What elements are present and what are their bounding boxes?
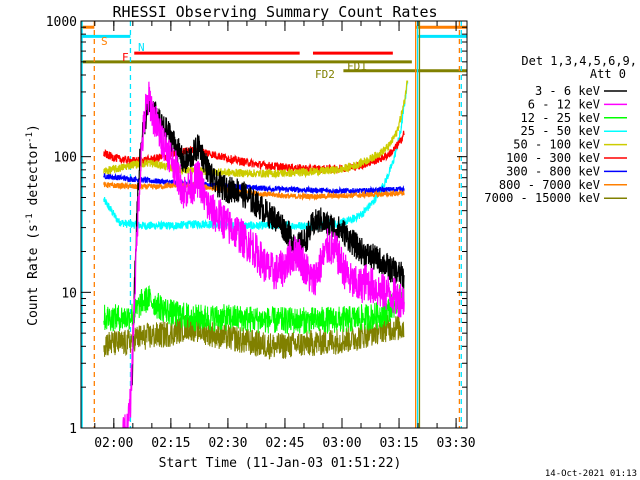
x-tick-label: 02:30 bbox=[208, 436, 247, 451]
y-tick-label: 1000 bbox=[46, 15, 77, 30]
legend-label: 12 - 25 keV bbox=[521, 111, 600, 125]
axes: 1 10 100 1000 02:00 02:15 02:30 02:45 03:00 03:15… bbox=[46, 15, 476, 451]
series-lines bbox=[103, 80, 409, 428]
event-marker-lines bbox=[81, 21, 462, 428]
y-tick-label: 100 bbox=[54, 151, 77, 166]
series-line-3 bbox=[103, 80, 409, 232]
flag-label-fd2: FD2 bbox=[315, 68, 335, 81]
y-tick-label: 10 bbox=[61, 286, 77, 301]
legend-label: 100 - 300 keV bbox=[506, 151, 600, 165]
chart-title: RHESSI Observing Summary Count Rates bbox=[112, 3, 437, 21]
flag-label-fd1: FD1 bbox=[347, 60, 367, 73]
series-line-4 bbox=[103, 80, 409, 180]
series-line-6 bbox=[103, 172, 405, 196]
flag-bars bbox=[81, 25, 467, 73]
legend-header-line-2: Att 0 bbox=[590, 67, 626, 81]
flag-label-n: N bbox=[138, 41, 145, 54]
x-tick-label: 02:15 bbox=[151, 436, 190, 451]
flag-label-s: S bbox=[101, 35, 108, 48]
legend-label: 6 - 12 keV bbox=[528, 97, 600, 111]
series-line-2 bbox=[103, 281, 405, 335]
y-axis-label: Count Rate (s-1 detector-1) bbox=[25, 124, 41, 326]
series-line-8 bbox=[103, 314, 405, 360]
x-tick-label: 03:00 bbox=[322, 436, 361, 451]
legend-label: 7000 - 15000 keV bbox=[484, 191, 600, 205]
x-axis-label: Start Time (11-Jan-03 01:51:22) bbox=[159, 456, 402, 471]
legend-label: 3 - 6 keV bbox=[535, 84, 600, 98]
timestamp: 14-Oct-2021 01:13 bbox=[545, 469, 637, 479]
y-tick-label: 1 bbox=[69, 422, 77, 437]
legend-label: 300 - 800 keV bbox=[506, 164, 600, 178]
legend-header-line-1: Det 1,3,4,5,6,9, bbox=[521, 54, 637, 68]
x-tick-label: 03:15 bbox=[379, 436, 418, 451]
plot-frame bbox=[80, 20, 468, 429]
legend-label: 800 - 7000 keV bbox=[499, 178, 600, 192]
legend-label: 25 - 50 keV bbox=[521, 124, 600, 138]
x-tick-label: 03:30 bbox=[437, 436, 476, 451]
x-tick-label: 02:45 bbox=[265, 436, 304, 451]
x-tick-label: 02:00 bbox=[94, 436, 133, 451]
legend-label: 50 - 100 keV bbox=[513, 138, 600, 152]
flag-label-f: F bbox=[122, 51, 129, 64]
series-line-1 bbox=[122, 81, 405, 428]
